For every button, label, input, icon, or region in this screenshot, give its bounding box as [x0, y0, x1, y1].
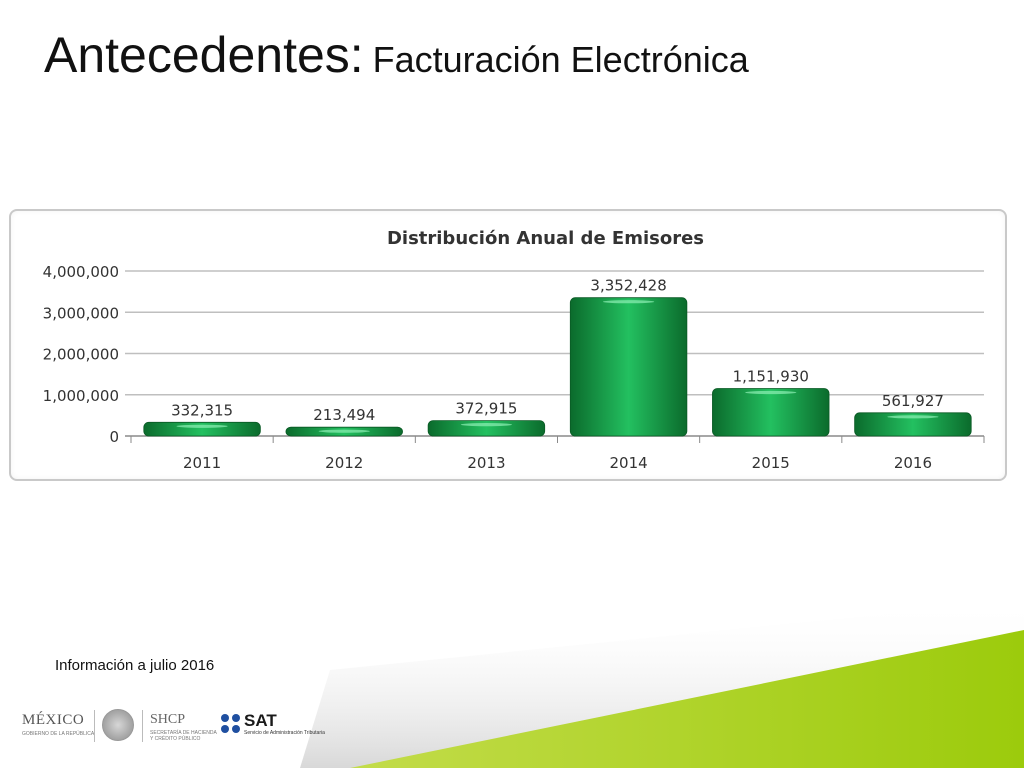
- data-label: 1,151,930: [733, 367, 809, 385]
- y-tick-label: 1,000,000: [43, 387, 119, 405]
- mexico-logo-text: MÉXICO: [22, 712, 85, 728]
- bar: [569, 297, 688, 437]
- bar-highlight: [887, 415, 939, 419]
- bar-highlight: [176, 424, 228, 428]
- page-title-sub: Facturación Electrónica: [372, 39, 749, 80]
- x-tick-label: 2012: [325, 454, 363, 472]
- bar: [712, 388, 830, 437]
- logo-divider: [94, 710, 95, 742]
- data-label: 332,315: [171, 401, 233, 419]
- mexico-logo-subtext: GOBIERNO DE LA REPÚBLICA: [22, 731, 95, 737]
- x-tick-label: 2013: [467, 454, 505, 472]
- y-tick-label: 3,000,000: [43, 304, 119, 322]
- bar-highlight: [602, 300, 655, 304]
- x-tick-label: 2015: [752, 454, 790, 472]
- shcp-logo-text: SHCP: [150, 712, 186, 727]
- page-title: Antecedentes: Facturación Electrónica: [44, 26, 749, 84]
- logo-divider: [142, 710, 143, 742]
- national-seal-icon: [102, 709, 134, 741]
- y-tick-label: 0: [109, 428, 119, 446]
- green-wedge: [350, 630, 1024, 768]
- bar: [427, 420, 546, 437]
- shcp-logo-subtext: SECRETARÍA DE HACIENDA Y CRÉDITO PÚBLICO: [150, 730, 217, 742]
- chart-frame: Distribución Anual de Emisores 0 1,000,000…: [9, 209, 1007, 481]
- y-tick-label: 4,000,000: [43, 263, 119, 281]
- bar-highlight: [745, 390, 797, 395]
- logo-bar: MÉXICO GOBIERNO DE LA REPÚBLICA SHCP SEC…: [22, 706, 352, 748]
- x-tick-label: 2014: [609, 454, 647, 472]
- data-label: 213,494: [313, 406, 375, 424]
- y-tick-label: 2,000,000: [43, 346, 119, 364]
- bar-chart: Distribución Anual de Emisores 0 1,000,000…: [43, 228, 985, 472]
- sat-logo-icon: [221, 714, 240, 733]
- sat-logo-text: SAT: [244, 711, 277, 730]
- bar: [854, 412, 972, 437]
- data-label: 561,927: [882, 392, 944, 410]
- x-tick-label: 2011: [183, 454, 221, 472]
- sat-logo-subtext: Servicio de Administración Tributaria: [244, 730, 325, 736]
- data-label: 3,352,428: [590, 277, 666, 295]
- bar-highlight: [318, 429, 370, 433]
- bar: [143, 421, 261, 437]
- page-title-main: Antecedentes:: [44, 27, 364, 83]
- bar-highlight: [460, 423, 513, 427]
- x-tick-label: 2016: [894, 454, 932, 472]
- chart-title: Distribución Anual de Emisores: [387, 228, 704, 249]
- bottom-decoration: [300, 600, 1024, 768]
- data-label: 372,915: [455, 400, 517, 418]
- footnote: Información a julio 2016: [55, 657, 215, 674]
